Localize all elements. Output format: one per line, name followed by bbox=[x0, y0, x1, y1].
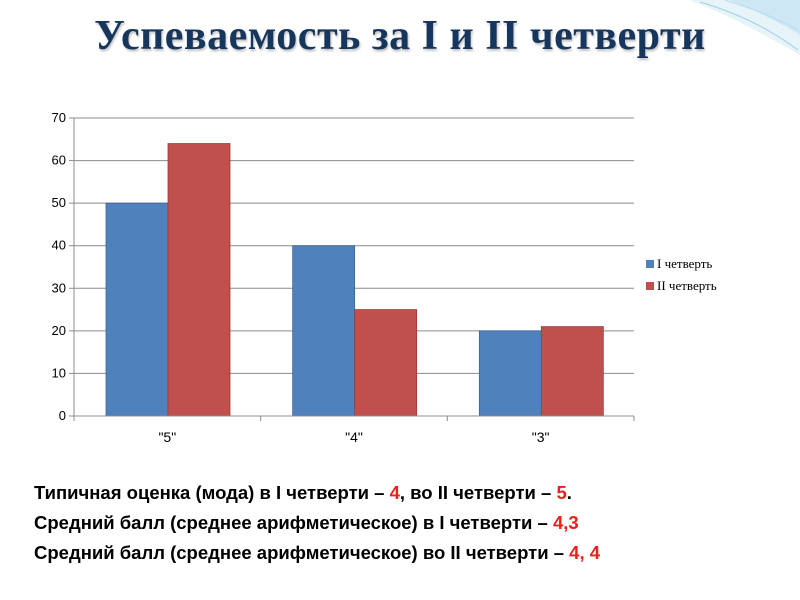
y-tick-label: 60 bbox=[52, 153, 66, 168]
note-mode-q2-value: 5 bbox=[556, 482, 567, 503]
note-mean-q2: Средний балл (среднее арифметическое) во… bbox=[34, 538, 794, 568]
notes-block: Типичная оценка (мода) в I четверти – 4,… bbox=[34, 478, 794, 568]
note-mean-q2-value: 4, 4 bbox=[569, 542, 601, 563]
y-tick-label: 50 bbox=[52, 195, 66, 210]
y-tick-label: 40 bbox=[52, 238, 66, 253]
y-tick-label: 0 bbox=[59, 408, 66, 423]
y-tick-label: 70 bbox=[52, 110, 66, 125]
corner-decoration bbox=[690, 0, 800, 55]
note-mode-mid: , во II четверти – bbox=[399, 482, 557, 503]
bar-q2-cat3 bbox=[540, 326, 604, 417]
bar-q1-cat2 bbox=[292, 245, 356, 417]
note-mode-q1-value: 4 bbox=[389, 482, 400, 503]
note-mode: Типичная оценка (мода) в I четверти – 4,… bbox=[34, 478, 794, 508]
bar-q2-cat1 bbox=[167, 143, 231, 417]
y-tick-label: 10 bbox=[52, 365, 66, 380]
category-label: "5" bbox=[158, 429, 176, 445]
note-mode-suffix: . bbox=[566, 482, 572, 503]
note-mode-prefix: Типичная оценка (мода) в I четверти – bbox=[34, 482, 390, 503]
note-mean-q1: Средний балл (среднее арифметическое) в … bbox=[34, 508, 794, 538]
y-tick-label: 30 bbox=[52, 280, 66, 295]
note-mean-q2-prefix: Средний балл (среднее арифметическое) во… bbox=[34, 542, 570, 563]
note-mean-q1-prefix: Средний балл (среднее арифметическое) в … bbox=[34, 512, 553, 533]
bar-q1-cat1 bbox=[105, 202, 169, 417]
y-tick-label: 20 bbox=[52, 323, 66, 338]
slide-title: Успеваемость за I и II четверти bbox=[94, 13, 706, 59]
bar-q2-cat2 bbox=[354, 309, 418, 417]
legend-label-2: II четверть bbox=[657, 278, 717, 293]
legend-swatch-1 bbox=[646, 260, 654, 268]
category-label: "4" bbox=[345, 429, 363, 445]
bar-chart: 0 10 20 30 40 50 60 70 "5" "4" "3" I четверть II чет… bbox=[52, 110, 717, 445]
note-mean-q1-value: 4,3 bbox=[552, 512, 579, 533]
legend-swatch-2 bbox=[646, 282, 654, 290]
category-label: "3" bbox=[532, 429, 550, 445]
bar-q1-cat3 bbox=[478, 330, 542, 417]
legend-label-1: I четверть bbox=[657, 256, 712, 271]
